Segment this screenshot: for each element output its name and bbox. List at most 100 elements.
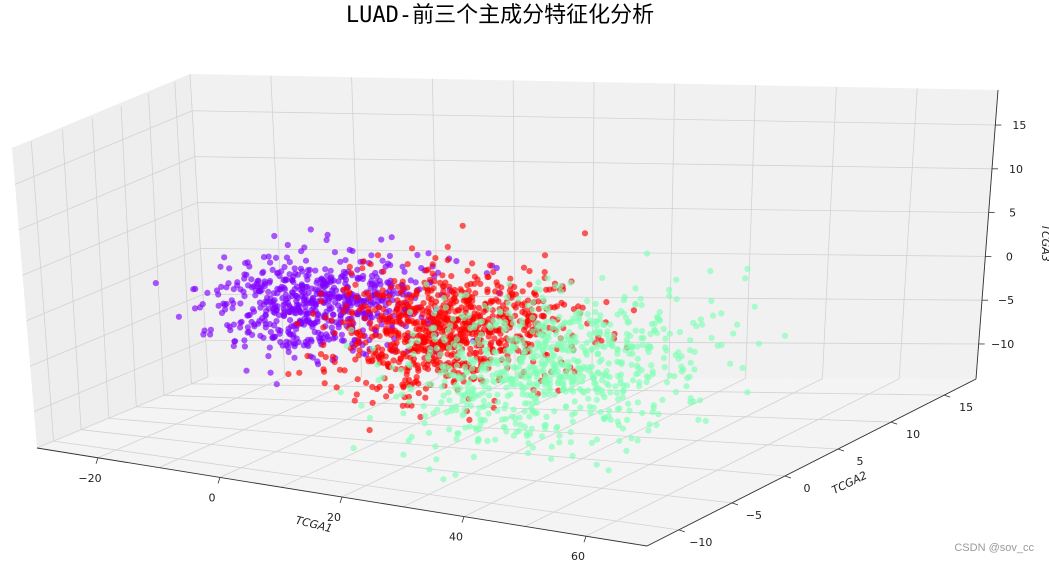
data-point-series-1 (230, 321, 237, 328)
data-point-series-3 (513, 428, 520, 436)
data-point-series-3 (425, 429, 432, 436)
data-point-series-3 (592, 300, 599, 308)
data-point-series-3 (490, 377, 497, 385)
data-point-series-3 (571, 409, 579, 416)
data-point-series-3 (521, 408, 528, 415)
data-point-series-2 (404, 284, 411, 291)
data-point-series-3 (578, 323, 585, 330)
data-point-series-3 (494, 361, 501, 368)
data-point-series-2 (322, 354, 329, 361)
data-point-series-3 (463, 368, 470, 375)
data-point-series-3 (460, 355, 467, 362)
data-point-series-3 (461, 406, 468, 413)
z-axis-label: TCGA3 (1039, 224, 1049, 261)
data-point-series-3 (503, 366, 510, 373)
data-point-series-3 (576, 369, 583, 376)
data-point-series-1 (230, 343, 237, 350)
data-point-series-3 (634, 437, 641, 444)
data-point-series-3 (637, 295, 644, 302)
data-point-series-1 (312, 286, 319, 293)
data-point-series-3 (586, 331, 593, 338)
data-point-series-1 (418, 265, 425, 272)
data-point-series-3 (593, 322, 600, 330)
data-point-series-1 (262, 298, 269, 305)
data-point-series-2 (411, 379, 418, 386)
data-point-series-3 (500, 424, 508, 431)
data-point-series-1 (284, 241, 291, 249)
data-point-series-1 (368, 252, 375, 259)
data-point-series-2 (498, 284, 505, 291)
data-point-series-1 (260, 254, 268, 261)
data-point-series-3 (625, 318, 633, 326)
data-point-series-3 (469, 385, 476, 392)
data-point-series-1 (360, 272, 367, 280)
data-point-series-1 (251, 321, 258, 328)
data-point-series-3 (605, 360, 612, 367)
data-point-series-1 (237, 300, 244, 307)
data-point-series-3 (459, 349, 466, 356)
data-point-series-2 (331, 330, 338, 337)
data-point-series-1 (342, 270, 349, 277)
data-point-series-3 (672, 388, 680, 396)
data-point-series-3 (593, 396, 601, 403)
data-point-series-1 (227, 327, 234, 334)
left-pane (12, 74, 208, 448)
data-point-series-3 (543, 413, 550, 421)
chart-title: LUAD-前三个主成分特征化分析 (346, 3, 654, 28)
floor-grid-x (341, 377, 593, 498)
data-point-series-1 (309, 323, 316, 331)
data-point-series-3 (486, 392, 493, 399)
data-point-series-3 (718, 310, 725, 317)
data-point-series-2 (336, 366, 344, 373)
data-point-series-3 (530, 355, 537, 362)
data-point-series-3 (529, 444, 537, 451)
data-point-series-3 (572, 338, 580, 346)
data-point-series-3 (551, 408, 558, 415)
data-point-series-1 (315, 361, 322, 368)
data-point-series-3 (638, 302, 645, 309)
data-point-series-3 (592, 318, 599, 325)
data-point-series-3 (484, 437, 491, 445)
data-point-series-2 (391, 278, 398, 285)
data-point-series-3 (502, 401, 509, 408)
data-point-series-3 (516, 323, 523, 330)
data-point-series-3 (580, 373, 587, 381)
data-point-series-2 (379, 287, 386, 294)
back-grid-x (668, 83, 676, 379)
data-point-series-2 (490, 269, 497, 276)
data-point-series-3 (593, 436, 601, 443)
data-point-series-2 (375, 304, 382, 311)
data-point-series-2 (630, 307, 638, 314)
data-point-series-2 (387, 327, 394, 334)
data-point-series-3 (410, 351, 417, 358)
data-point-series-2 (413, 289, 420, 296)
data-point-series-2 (498, 337, 505, 344)
data-point-series-1 (314, 312, 322, 319)
data-point-series-2 (452, 308, 459, 315)
data-point-series-1 (291, 309, 298, 316)
data-point-series-3 (519, 337, 526, 344)
data-point-series-2 (603, 299, 610, 306)
data-point-series-2 (390, 357, 397, 364)
y-tick-label: −5 (746, 509, 762, 522)
data-point-series-1 (241, 337, 248, 344)
data-point-series-3 (613, 390, 621, 397)
data-point-series-2 (446, 283, 453, 290)
data-point-series-2 (488, 339, 495, 346)
data-point-series-3 (515, 370, 522, 377)
data-point-series-3 (643, 378, 650, 386)
data-point-series-3 (350, 445, 357, 452)
data-point-series-3 (628, 435, 635, 442)
data-point-series-3 (566, 319, 573, 326)
data-point-series-3 (684, 374, 691, 382)
data-point-series-3 (555, 380, 562, 387)
data-point-series-1 (326, 306, 333, 313)
data-point-series-3 (572, 333, 579, 340)
data-point-series-3 (651, 327, 658, 334)
data-point-series-3 (494, 407, 501, 414)
data-point-series-1 (275, 312, 282, 319)
data-point-series-2 (353, 294, 360, 301)
data-point-series-3 (522, 347, 529, 355)
data-point-series-1 (245, 328, 252, 335)
data-point-series-2 (348, 270, 355, 277)
